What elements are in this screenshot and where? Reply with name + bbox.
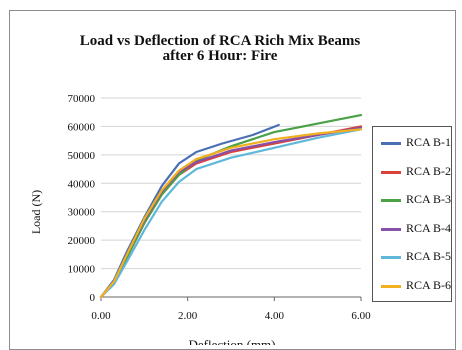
legend-item: RCA B-2 — [373, 162, 453, 182]
axes — [100, 296, 362, 301]
x-tick-label: 2.00 — [178, 310, 198, 322]
x-tick-label: 6.00 — [351, 310, 371, 322]
legend-label: RCA B-5 — [406, 249, 452, 263]
y-tick-label: 30000 — [68, 207, 96, 219]
series-line-3 — [99, 113, 363, 299]
legend-label: RCA B-1 — [406, 135, 452, 149]
legend-item: RCA B-6 — [373, 276, 453, 296]
x-tick-label: 0.00 — [91, 310, 111, 322]
legend-label: RCA B-3 — [406, 192, 452, 206]
legend-swatch — [381, 256, 401, 259]
grid-lines — [101, 97, 361, 270]
x-axis-label: Deflection (mm) — [189, 337, 276, 345]
x-tick-label: 4.00 — [265, 310, 285, 322]
series-line-6 — [99, 128, 363, 299]
legend-label: RCA B-6 — [406, 277, 452, 292]
y-tick-label: 70000 — [68, 93, 96, 105]
legend-item: RCA B-1 — [373, 133, 453, 153]
y-tick-label: 50000 — [68, 150, 96, 162]
y-tick-label: 60000 — [68, 121, 96, 133]
legend-item: RCA B-4 — [373, 219, 453, 239]
chart-subtitle: after 6 Hour: Fire — [162, 48, 278, 64]
legend-swatch — [381, 199, 401, 202]
series-line-1 — [99, 123, 280, 299]
y-axis-label: Load (N) — [29, 190, 43, 234]
y-tick-label: 20000 — [68, 235, 96, 247]
legend-label: RCA B-2 — [406, 163, 452, 178]
tick-labels: 0 10000 20000 30000 40000 50000 60000 70000 0.00… — [68, 93, 372, 322]
series-line-4 — [99, 126, 363, 299]
y-tick-label: 40000 — [68, 178, 96, 190]
y-tick-label: 0 — [90, 292, 96, 304]
legend-swatch — [381, 284, 401, 288]
legend-swatch — [381, 142, 401, 145]
legend-swatch — [381, 170, 401, 174]
chart-title: Load vs Deflection of RCA Rich Mix Beams — [79, 33, 361, 49]
series-line-5 — [99, 128, 363, 299]
legend-item: RCA B-3 — [373, 190, 453, 210]
legend-label: RCA B-4 — [406, 220, 452, 235]
series-lines — [99, 113, 363, 299]
legend-item: RCA B-5 — [373, 247, 453, 267]
legend-swatch — [381, 227, 401, 231]
y-tick-label: 10000 — [68, 264, 96, 276]
legend: RCA B-1 RCA B-2 RCA B-3 RCA B-4 RCA B-5 RCA B… — [372, 126, 452, 302]
